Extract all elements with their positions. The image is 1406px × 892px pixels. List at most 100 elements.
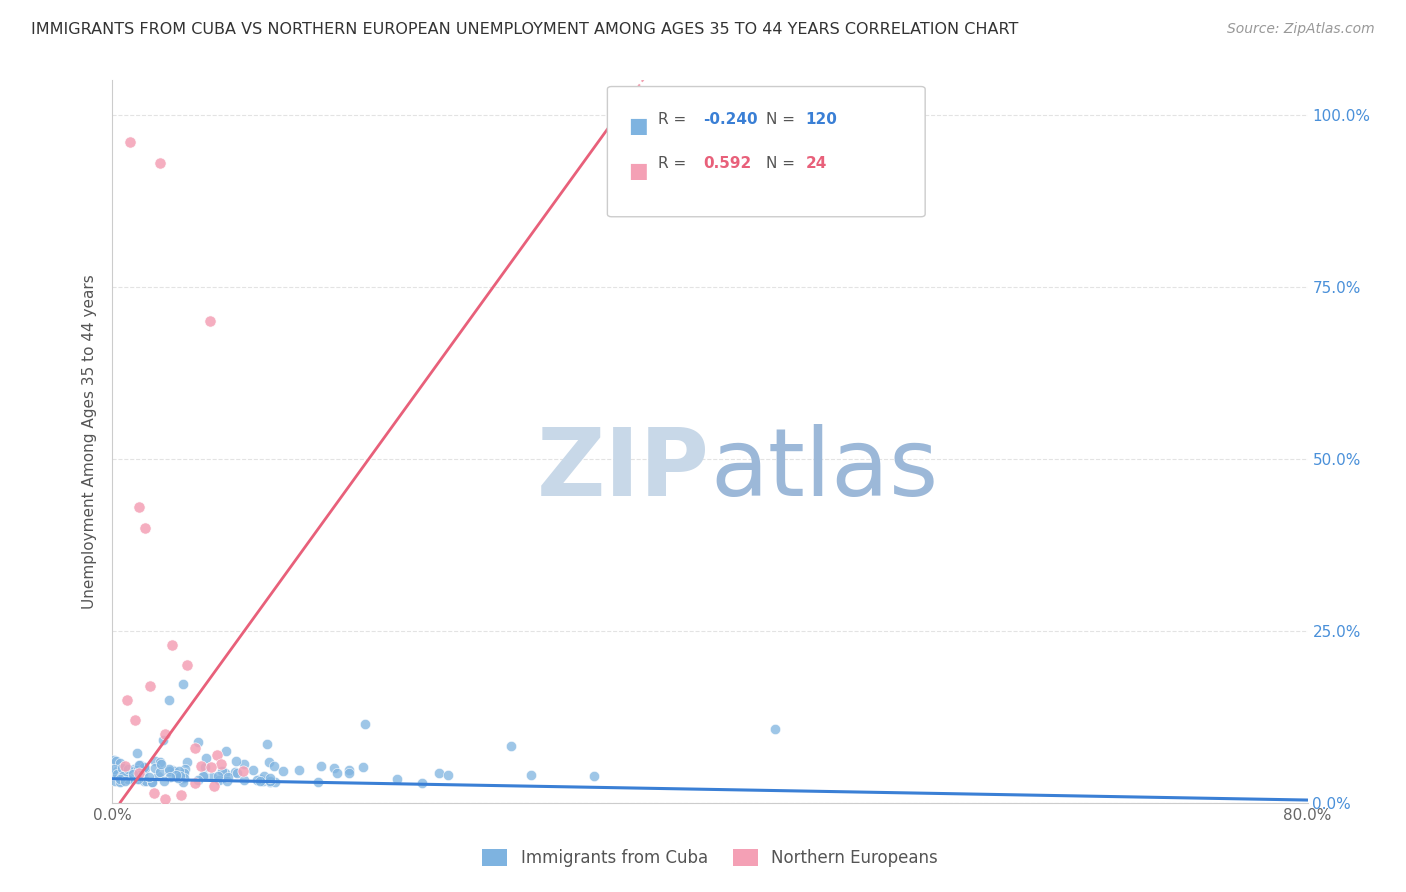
Point	[287, 763, 309, 777]
Point	[309, 759, 332, 773]
Point	[273, 764, 295, 778]
Point	[157, 693, 180, 707]
Point	[225, 754, 247, 768]
Point	[339, 764, 361, 778]
Point	[190, 759, 212, 773]
Point	[146, 769, 169, 783]
Point	[122, 772, 145, 787]
Text: atlas: atlas	[710, 425, 938, 516]
Point	[104, 773, 127, 788]
Point	[157, 762, 180, 776]
Point	[172, 775, 194, 789]
Point	[201, 770, 224, 784]
Point	[143, 786, 166, 800]
Point	[162, 638, 183, 652]
Point	[253, 769, 276, 783]
Point	[149, 756, 172, 771]
Point	[141, 775, 163, 789]
Text: ■: ■	[628, 116, 648, 136]
Point	[120, 135, 142, 149]
Point	[125, 764, 148, 778]
Point	[117, 769, 139, 783]
Point	[202, 779, 225, 793]
Point	[583, 769, 606, 783]
Point	[174, 762, 197, 776]
Point	[184, 775, 207, 789]
Point	[385, 772, 408, 786]
Point	[149, 156, 172, 170]
Point	[224, 764, 246, 779]
Point	[115, 761, 138, 775]
Point	[198, 314, 221, 328]
Point	[233, 757, 256, 772]
Point	[110, 773, 132, 788]
Point	[124, 766, 146, 780]
Point	[173, 771, 195, 785]
Point	[122, 762, 145, 776]
Point	[172, 677, 194, 691]
Point	[193, 769, 215, 783]
Point	[162, 763, 184, 777]
Point	[117, 762, 139, 776]
Point	[105, 764, 128, 778]
Point	[217, 770, 239, 784]
Point	[103, 763, 125, 777]
Point	[143, 761, 166, 775]
Point	[114, 759, 136, 773]
Point	[259, 774, 281, 789]
Point	[169, 769, 191, 783]
Point	[501, 739, 523, 753]
Point	[193, 769, 215, 783]
Point	[176, 756, 198, 770]
Point	[132, 766, 155, 780]
Y-axis label: Unemployment Among Ages 35 to 44 years: Unemployment Among Ages 35 to 44 years	[82, 274, 97, 609]
Point	[215, 773, 238, 788]
Point	[134, 520, 156, 534]
Point	[103, 768, 125, 782]
Point	[249, 774, 271, 789]
Point	[149, 765, 172, 780]
Point	[307, 775, 329, 789]
Point	[169, 788, 191, 802]
Point	[121, 767, 143, 781]
Point	[125, 765, 148, 780]
Point	[108, 772, 131, 786]
Point	[134, 760, 156, 774]
Text: R =: R =	[658, 156, 696, 171]
Point	[162, 764, 184, 779]
Point	[252, 774, 274, 789]
Point	[205, 747, 228, 762]
Text: R =: R =	[658, 112, 692, 127]
Point	[110, 761, 132, 775]
Text: 120: 120	[806, 112, 838, 127]
Point	[117, 772, 139, 786]
Point	[429, 765, 451, 780]
Point	[226, 766, 249, 780]
Point	[209, 757, 232, 772]
Point	[159, 770, 181, 784]
Point	[111, 761, 134, 775]
Text: IMMIGRANTS FROM CUBA VS NORTHERN EUROPEAN UNEMPLOYMENT AMONG AGES 35 TO 44 YEARS: IMMIGRANTS FROM CUBA VS NORTHERN EUROPEA…	[31, 22, 1018, 37]
Point	[117, 692, 139, 706]
Point	[152, 773, 174, 788]
Point	[520, 768, 543, 782]
Point	[233, 773, 256, 788]
Point	[153, 727, 176, 741]
Point	[134, 760, 156, 774]
Point	[187, 735, 209, 749]
Text: 24: 24	[806, 156, 827, 171]
Point	[194, 760, 217, 774]
Point	[215, 743, 238, 757]
Point	[108, 775, 131, 789]
Point	[173, 766, 195, 780]
Point	[259, 774, 281, 789]
Point	[135, 774, 157, 789]
Point	[259, 771, 281, 785]
Point	[183, 740, 205, 755]
Point	[105, 754, 128, 768]
Point	[242, 764, 264, 778]
Point	[232, 764, 254, 778]
Point	[134, 760, 156, 774]
Point	[167, 764, 190, 779]
Point	[127, 772, 149, 786]
